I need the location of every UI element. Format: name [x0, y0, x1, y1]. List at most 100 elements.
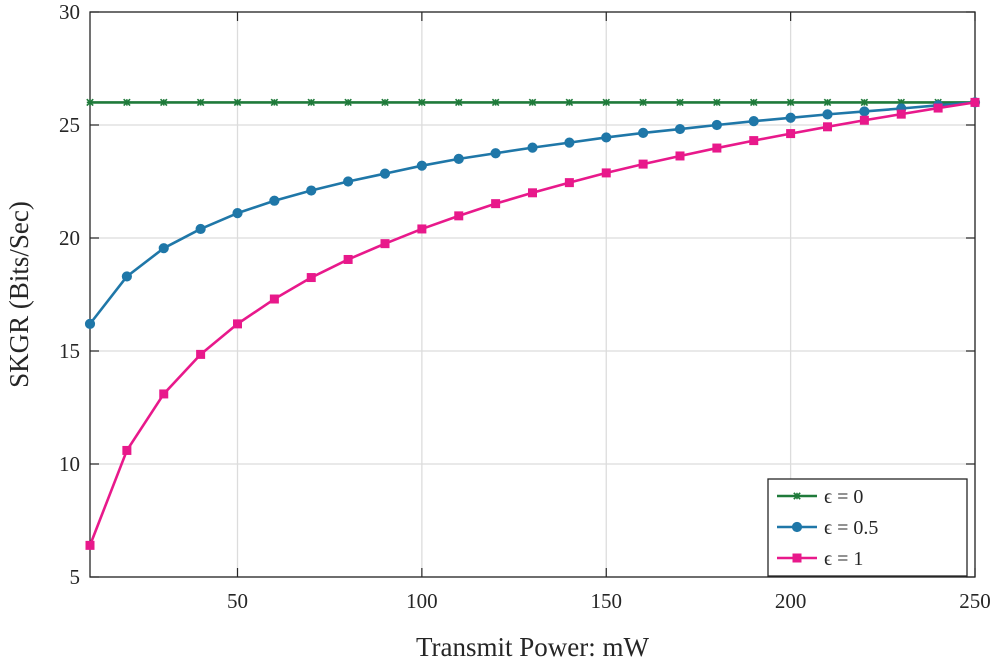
data-point [454, 98, 463, 107]
data-point [565, 98, 574, 107]
data-point [638, 159, 648, 169]
data-point [269, 294, 279, 304]
data-point [676, 98, 684, 107]
data-point-stroke [713, 98, 721, 107]
data-point [84, 318, 96, 329]
data-point [786, 98, 795, 107]
series-0 [86, 98, 979, 107]
data-point [343, 254, 353, 264]
data-point [860, 98, 869, 107]
data-point [122, 445, 132, 455]
data-point [713, 98, 721, 107]
x-tick-label: 250 [959, 589, 991, 613]
data-point [123, 98, 131, 107]
x-tick-label: 50 [227, 589, 248, 613]
axes [89, 11, 976, 578]
data-point [490, 148, 501, 159]
data-point [418, 98, 426, 107]
data-point-stroke [86, 98, 94, 107]
data-point [86, 98, 94, 107]
data-point-stroke [602, 98, 611, 107]
data-point [454, 211, 464, 221]
series-line [88, 101, 976, 325]
data-point [121, 271, 132, 282]
data-point [85, 540, 95, 550]
y-tick-label: 5 [70, 565, 81, 589]
x-tick-label: 200 [775, 589, 807, 613]
y-tick-label: 20 [59, 226, 80, 250]
y-tick-label: 25 [59, 113, 80, 137]
data-point [158, 243, 169, 254]
data-point [564, 137, 575, 148]
data-point-stroke [418, 98, 426, 107]
data-point-stroke [454, 98, 463, 107]
data-point [491, 199, 501, 209]
data-point [859, 106, 870, 117]
data-point [601, 132, 612, 143]
data-point [896, 109, 906, 119]
x-tick-label: 150 [591, 589, 623, 613]
data-point [791, 521, 803, 533]
data-point [233, 98, 242, 107]
data-point-stroke [676, 98, 684, 107]
data-point [343, 176, 354, 187]
data-point [491, 98, 500, 107]
x-axis-title: Transmit Power: mW [416, 632, 650, 662]
data-point [269, 195, 280, 206]
data-point [748, 116, 759, 127]
data-point [823, 98, 832, 107]
data-point [196, 98, 205, 107]
y-axis-title: SKGR (Bits/Sec) [4, 201, 34, 388]
data-point [749, 136, 759, 146]
data-point [564, 178, 574, 188]
data-point-stroke [749, 98, 758, 107]
legend-label: ϵ = 0 [824, 486, 863, 508]
data-point [675, 151, 685, 161]
data-point [528, 98, 537, 107]
data-point [159, 389, 169, 399]
data-point-stroke [196, 98, 205, 107]
plot-frame [89, 11, 976, 578]
data-point [792, 553, 802, 563]
data-point-stroke [639, 98, 647, 107]
data-point [453, 153, 464, 164]
data-point [712, 143, 722, 153]
data-point-stroke [233, 98, 242, 107]
data-point [232, 208, 243, 219]
data-point [307, 98, 316, 107]
data-point [417, 224, 427, 234]
data-point [344, 98, 352, 107]
data-point [793, 492, 801, 500]
data-point-stroke [786, 98, 795, 107]
data-point [528, 188, 537, 198]
data-point [859, 115, 869, 125]
legend-label: ϵ = 1 [824, 548, 863, 570]
legend-label: ϵ = 0.5 [824, 517, 878, 539]
data-point [379, 168, 391, 179]
data-point [270, 98, 279, 107]
y-tick-label: 10 [59, 452, 80, 476]
data-point [380, 239, 390, 249]
data-point-stroke [565, 98, 574, 107]
data-point [786, 129, 796, 139]
data-point [381, 98, 389, 107]
x-tick-label: 100 [406, 589, 438, 613]
data-point [196, 349, 206, 359]
data-point-stroke [793, 492, 801, 500]
series-2 [85, 97, 980, 550]
data-point-stroke [123, 98, 131, 107]
legend-item: ϵ = 0 [777, 486, 863, 508]
series-area [84, 97, 981, 550]
data-point [785, 112, 796, 123]
legend: ϵ = 0 ϵ = 0.5 ϵ = 1 [767, 478, 968, 577]
y-tick-label: 30 [59, 0, 80, 24]
data-point [233, 319, 242, 329]
data-point [749, 98, 758, 107]
data-point-stroke [860, 98, 869, 107]
data-point [970, 97, 980, 107]
data-point-stroke [381, 98, 389, 107]
data-point-stroke [823, 98, 832, 107]
data-point [638, 127, 649, 139]
data-point [306, 273, 316, 283]
